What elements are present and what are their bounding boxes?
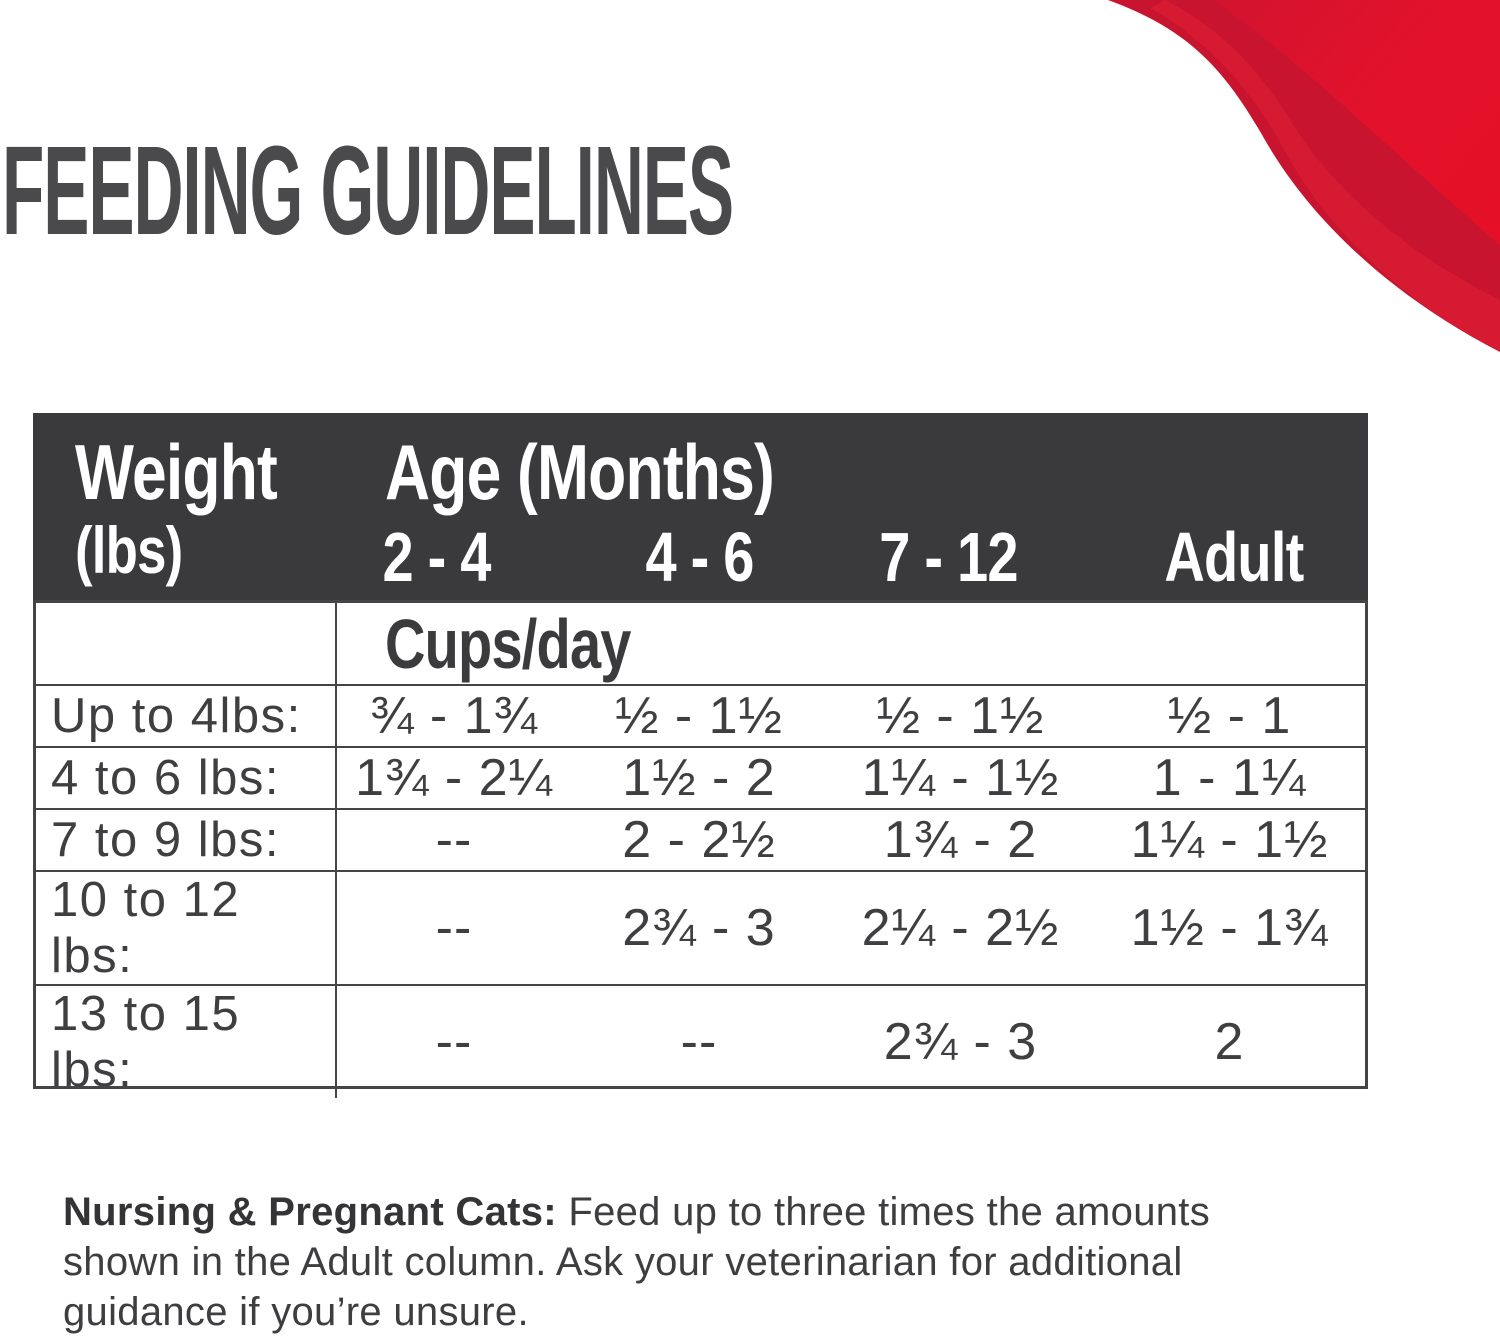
- table-row: Up to 4lbs: ¾ - 1¾ ½ - 1½ ½ - 1½ ½ - 1: [36, 684, 1365, 746]
- value-cell: ½ - 1½: [876, 687, 1045, 745]
- units-row-empty-cell: [36, 603, 337, 684]
- value-cell: 1¼ - 1½: [861, 749, 1060, 807]
- weight-cell: Up to 4lbs:: [36, 686, 337, 746]
- swoosh-sheen: [1150, 0, 1500, 352]
- value-cell: 2¼ - 2½: [861, 899, 1060, 957]
- table-header: Weight (lbs) Age (Months) 2 - 4 4 - 6 7 …: [33, 413, 1368, 600]
- value-cell: 1¼ - 1½: [1130, 811, 1329, 869]
- value-cell: 2¾ - 3: [622, 899, 776, 957]
- weight-cell: 10 to 12 lbs:: [36, 872, 337, 984]
- table-row: 13 to 15 lbs: -- -- 2¾ - 3 2: [36, 984, 1365, 1098]
- value-cell: 1¾ - 2¼: [355, 749, 553, 807]
- note-bold-lead: Nursing & Pregnant Cats:: [63, 1190, 557, 1234]
- units-label-cell: Cups/day: [385, 604, 631, 683]
- value-cell: --: [680, 1013, 718, 1071]
- table-row: 7 to 9 lbs: -- 2 - 2½ 1¾ - 2 1¼ - 1½: [36, 808, 1365, 870]
- value-cell: --: [435, 899, 473, 957]
- value-cell: --: [435, 811, 473, 869]
- nursing-pregnant-note: Nursing & Pregnant Cats: Feed up to thre…: [63, 1187, 1333, 1337]
- value-cell: 2¾ - 3: [883, 1013, 1038, 1071]
- swoosh-front-layer: [1213, 0, 1500, 245]
- value-cell: 2 - 2½: [622, 811, 776, 869]
- value-cell: --: [435, 1013, 473, 1071]
- header-age-2-4: 2 - 4: [382, 518, 492, 596]
- header-weight: Weight: [75, 428, 278, 516]
- value-cell: 1 - 1¼: [1152, 749, 1307, 807]
- value-cell: 1¾ - 2: [883, 811, 1038, 869]
- value-cell: 2: [1214, 1013, 1245, 1071]
- weight-cell: 4 to 6 lbs:: [36, 748, 337, 808]
- value-cell: 1½ - 2: [622, 749, 776, 807]
- value-cell: 1½ - 1¾: [1130, 899, 1329, 957]
- page-title: FEEDING GUIDELINES: [2, 120, 734, 261]
- units-row: Cups/day: [36, 603, 1365, 684]
- feeding-guidelines-table: Weight (lbs) Age (Months) 2 - 4 4 - 6 7 …: [33, 413, 1368, 1098]
- table-row: 4 to 6 lbs: 1¾ - 2¼ 1½ - 2 1¼ - 1½ 1 - 1…: [36, 746, 1365, 808]
- header-weight-unit: (lbs): [75, 513, 183, 587]
- weight-cell: 13 to 15 lbs:: [36, 986, 337, 1098]
- value-cell: ½ - 1½: [615, 687, 783, 745]
- table-body: Cups/day Up to 4lbs: ¾ - 1¾ ½ - 1½ ½ - 1…: [33, 600, 1368, 1098]
- table-row: 10 to 12 lbs: -- 2¾ - 3 2¼ - 2½ 1½ - 1¾: [36, 870, 1365, 984]
- header-age-7-12: 7 - 12: [878, 518, 1018, 596]
- weight-cell: 7 to 9 lbs:: [36, 810, 337, 870]
- value-cell: ½ - 1: [1167, 687, 1292, 745]
- header-age-4-6: 4 - 6: [645, 518, 755, 596]
- value-cell: ¾ - 1¾: [370, 687, 538, 745]
- header-age-months: Age (Months): [385, 428, 775, 516]
- swoosh-back-layer: [1108, 0, 1500, 352]
- header-age-adult: Adult: [1164, 518, 1304, 596]
